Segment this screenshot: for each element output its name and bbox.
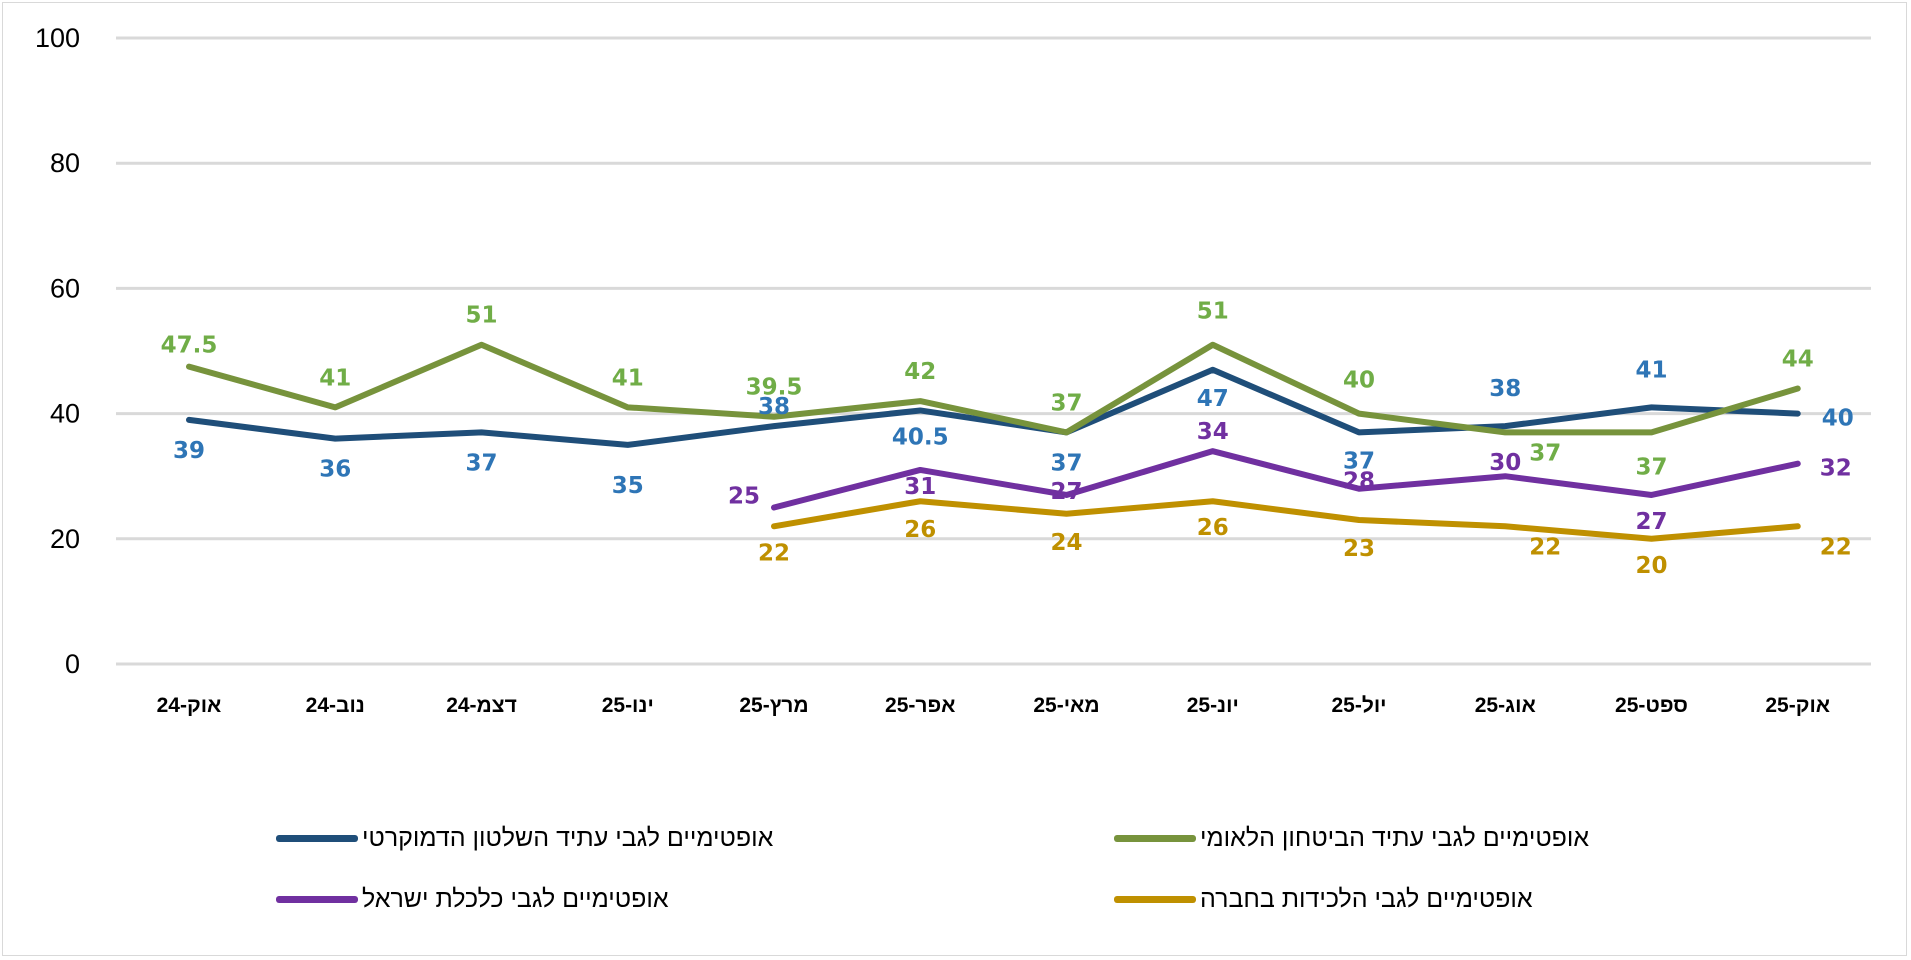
data-label: 37 [1343, 448, 1375, 474]
data-label: 38 [758, 394, 790, 420]
data-label: 32 [1820, 456, 1852, 482]
series-line-3 [771, 498, 1801, 542]
data-label: 40 [1343, 368, 1375, 394]
data-label: 20 [1635, 553, 1667, 579]
data-label: 31 [904, 474, 936, 500]
data-label: 39.5 [746, 375, 803, 401]
data-label: 44 [1782, 347, 1814, 373]
x-tick-label: יונ-25 [1187, 694, 1239, 717]
x-tick-label: אפר-25 [885, 694, 955, 717]
x-tick-label: יול-25 [1331, 694, 1386, 717]
legend-label: אופטימיים לגבי עתיד הביטחון הלאומי [1200, 824, 1590, 852]
legend-swatch [1114, 896, 1196, 903]
legend-item-economy: אופטימיים לגבי כלכלת ישראל [276, 885, 669, 914]
data-label: 41 [612, 365, 644, 391]
legend-item-security: אופטימיים לגבי עתיד הביטחון הלאומי [1114, 824, 1589, 853]
x-tick-label: ינו-25 [602, 694, 654, 717]
data-label: 37 [1635, 454, 1667, 480]
legend-label: אופטימיים לגבי הלכידות בחברה [1200, 885, 1533, 913]
x-tick-label: מאי-25 [1033, 694, 1099, 717]
x-tick-label: מרץ-25 [739, 694, 808, 717]
data-label: 22 [1529, 534, 1561, 560]
x-tick-label: דצמ-24 [446, 694, 517, 717]
data-label: 37 [465, 450, 497, 476]
data-label: 24 [1050, 530, 1082, 556]
data-label: 40 [1822, 406, 1854, 432]
y-tick-label: 100 [35, 23, 80, 53]
legend-label: אופטימיים לגבי כלכלת ישראל [362, 885, 669, 913]
data-label: 35 [612, 473, 644, 499]
data-label: 27 [1635, 509, 1667, 535]
series-line-0 [186, 366, 1801, 448]
data-label: 39 [173, 438, 205, 464]
data-label: 34 [1197, 419, 1229, 445]
legend-swatch [276, 835, 358, 842]
x-tick-label: נוב-24 [306, 694, 365, 717]
data-label: 26 [904, 517, 936, 543]
data-label: 41 [1635, 357, 1667, 383]
x-tick-label: אוק-25 [1765, 694, 1830, 717]
data-label: 28 [1343, 469, 1375, 495]
data-label: 36 [319, 457, 351, 483]
data-label: 42 [904, 359, 936, 385]
data-label: 30 [1489, 450, 1521, 476]
data-label: 37 [1050, 390, 1082, 416]
data-label: 38 [1489, 376, 1521, 402]
data-label: 47 [1197, 386, 1229, 412]
data-label: 37 [1529, 440, 1561, 466]
y-tick-label: 0 [65, 649, 80, 679]
data-label: 51 [465, 303, 497, 329]
data-label: 40.5 [892, 424, 949, 450]
data-label: 22 [758, 540, 790, 566]
series-line-2 [771, 448, 1801, 511]
data-label: 26 [1197, 515, 1229, 541]
legend-item-democracy: אופטימיים לגבי עתיד השלטון הדמוקרטי [276, 824, 773, 853]
x-tick-label: אוק-24 [157, 694, 222, 717]
legend-swatch [1114, 835, 1196, 842]
y-tick-label: 20 [50, 524, 80, 554]
data-label: 51 [1197, 299, 1229, 325]
data-label: 22 [1820, 534, 1852, 560]
x-tick-label: אוג-25 [1475, 694, 1536, 717]
data-label: 47.5 [161, 333, 218, 359]
data-label: 41 [319, 365, 351, 391]
legend-label: אופטימיים לגבי עתיד השלטון הדמוקרטי [362, 824, 774, 852]
legend-swatch [276, 896, 358, 903]
data-label: 27 [1050, 479, 1082, 505]
y-tick-label: 60 [50, 273, 80, 303]
x-tick-label: ספט-25 [1615, 694, 1688, 717]
legend-item-cohesion: אופטימיים לגבי הלכידות בחברה [1114, 885, 1533, 914]
data-label: 23 [1343, 536, 1375, 562]
data-label: 37 [1050, 450, 1082, 476]
y-tick-label: 80 [50, 148, 80, 178]
y-tick-label: 40 [50, 399, 80, 429]
data-label: 25 [728, 484, 760, 510]
series-line-1 [186, 341, 1801, 436]
